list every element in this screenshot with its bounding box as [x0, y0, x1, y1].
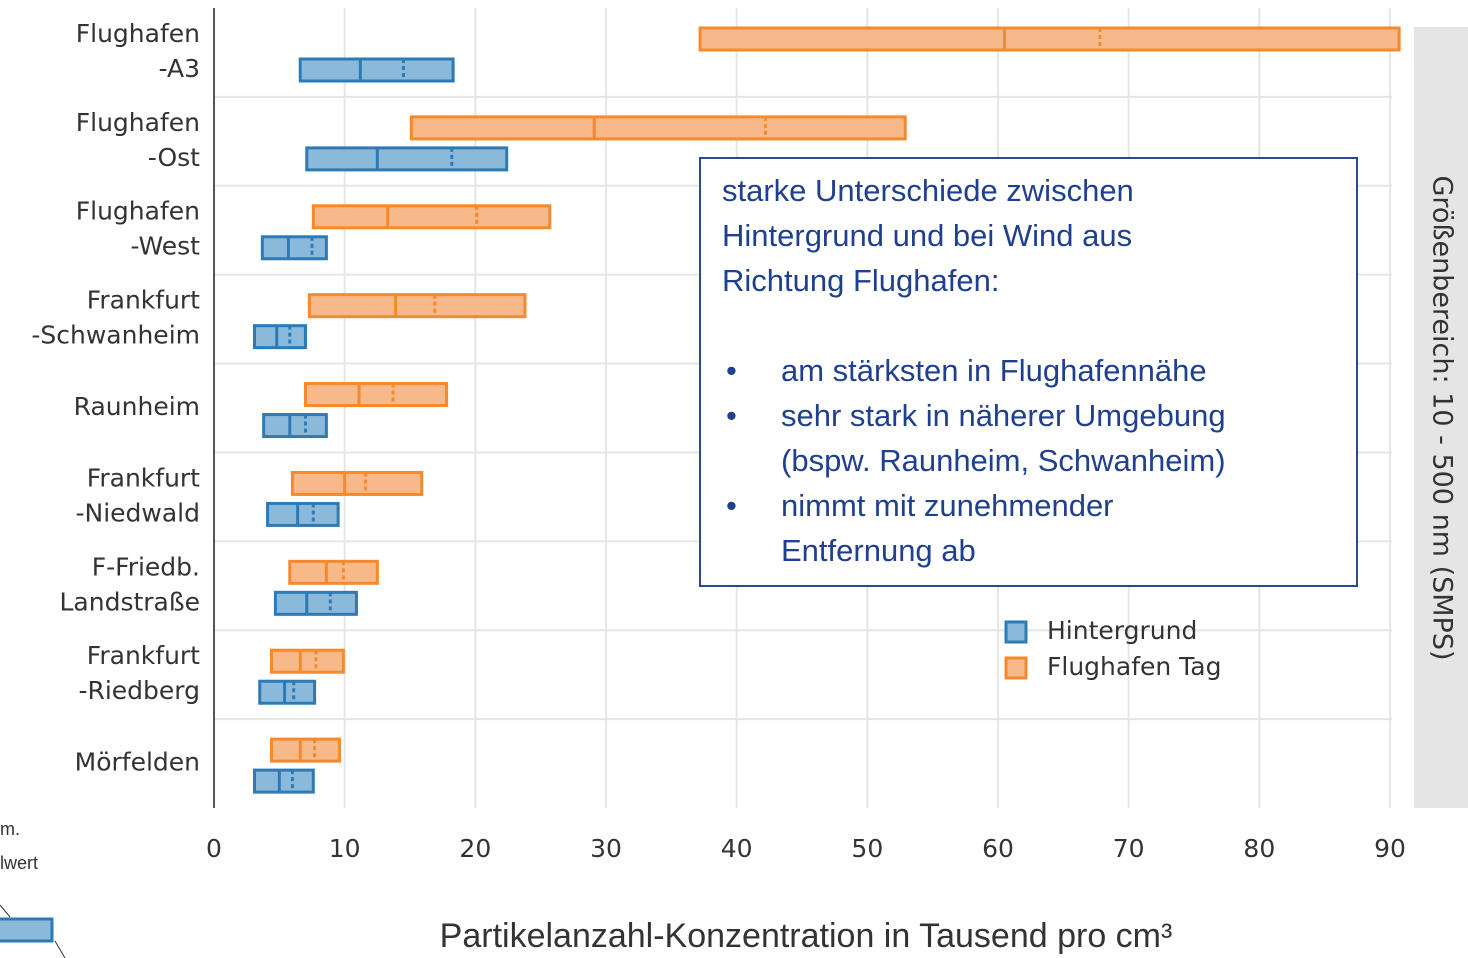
range-box — [273, 590, 358, 616]
y-tick-line: -A3 — [159, 54, 200, 83]
y-tick-label: Mörfelden — [75, 748, 200, 777]
y-tick-line: F-Friedb. — [92, 552, 200, 581]
range-box — [409, 115, 907, 141]
side-strip — [1414, 27, 1468, 808]
range-box — [307, 293, 527, 319]
y-tick-line: Raunheim — [74, 392, 200, 421]
annotation-bullet: • — [726, 353, 737, 388]
annotation-text: starke Unterschiede zwischen — [722, 173, 1134, 208]
y-tick-line: Flughafen — [76, 19, 200, 48]
y-tick-line: -West — [131, 232, 201, 261]
y-tick-line: -Ost — [148, 143, 200, 172]
range-box — [262, 413, 328, 439]
y-tick-line: Frankfurt — [87, 641, 200, 670]
x-tick-label: 0 — [206, 834, 222, 863]
y-tick-label: F-Friedb. Landstraße — [59, 552, 200, 616]
y-tick-line: Frankfurt — [87, 463, 200, 492]
annotation-text: (bspw. Raunheim, Schwanheim) — [781, 443, 1226, 478]
y-tick-label: Frankfurt -Niedwald — [76, 463, 201, 527]
range-box — [303, 382, 449, 408]
cutoff-pointer — [0, 904, 11, 918]
x-tick-label: 30 — [590, 834, 622, 863]
legend-swatch — [1004, 656, 1028, 680]
y-tick-line: Flughafen — [76, 197, 200, 226]
annotation-text: am stärksten in Flughafennähe — [781, 353, 1207, 388]
legend-label: Flughafen Tag — [1047, 652, 1222, 681]
y-tick-label: Flughafen -Ost — [76, 108, 200, 172]
annotation-bullet: • — [726, 398, 737, 433]
y-tick-label: Frankfurt -Schwanheim — [31, 286, 200, 350]
y-tick-label: Frankfurt -Riedberg — [78, 641, 200, 705]
range-box — [698, 26, 1401, 52]
cutoff-note: lwert — [0, 853, 38, 873]
cutoff-legend-box — [0, 917, 54, 943]
cutoff-pointer — [54, 940, 66, 958]
y-tick-line: -Riedberg — [78, 676, 200, 705]
y-tick-line: Frankfurt — [87, 286, 200, 315]
range-box — [269, 737, 341, 763]
annotation-bullet: • — [726, 488, 737, 523]
y-tick-line: -Schwanheim — [31, 321, 200, 350]
y-tick-line: Landstraße — [59, 587, 200, 616]
cutoff-note: m. — [0, 819, 20, 839]
range-box — [253, 324, 307, 350]
legend-label: Hintergrund — [1047, 616, 1197, 645]
legend-swatch — [1004, 620, 1028, 644]
y-tick-label: Flughafen -West — [76, 197, 200, 261]
x-tick-label: 80 — [1243, 834, 1275, 863]
range-box — [269, 648, 345, 674]
range-box — [311, 204, 552, 230]
x-axis-label: Partikelanzahl-Konzentration in Tausend … — [440, 917, 1173, 955]
y-tick-label: Raunheim — [74, 392, 200, 421]
x-tick-label: 90 — [1374, 834, 1406, 863]
annotation-text: sehr stark in näherer Umgebung — [781, 398, 1226, 433]
annotation-text: Entfernung ab — [781, 533, 976, 568]
x-tick-label: 60 — [982, 834, 1014, 863]
range-box — [290, 470, 424, 496]
annotation-text: Hintergrund und bei Wind aus — [722, 218, 1132, 253]
range-box — [260, 235, 328, 261]
range-box — [258, 679, 317, 705]
range-box — [305, 146, 509, 172]
range-box — [266, 501, 340, 527]
y-tick-line: Flughafen — [76, 108, 200, 137]
range-box — [253, 768, 315, 794]
y-tick-line: Mörfelden — [75, 748, 200, 777]
x-tick-label: 10 — [329, 834, 361, 863]
range-box — [288, 559, 379, 585]
y-tick-label: Flughafen -A3 — [76, 19, 200, 83]
annotation-box — [699, 157, 1358, 587]
x-tick-label: 70 — [1113, 834, 1145, 863]
x-tick-label: 40 — [721, 834, 753, 863]
x-tick-label: 20 — [459, 834, 491, 863]
annotation-text: nimmt mit zunehmender — [781, 488, 1114, 523]
x-tick-label: 50 — [851, 834, 883, 863]
annotation-text: Richtung Flughafen: — [722, 263, 999, 298]
side-label: Größenbereich: 10 - 500 nm (SMPS) — [1427, 176, 1458, 661]
range-box — [298, 57, 455, 83]
y-tick-line: -Niedwald — [76, 498, 201, 527]
